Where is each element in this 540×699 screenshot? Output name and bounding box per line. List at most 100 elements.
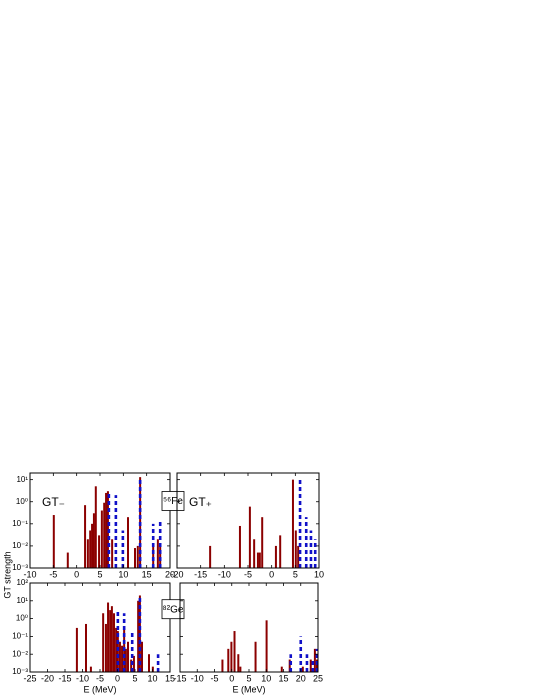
bar [237, 654, 240, 672]
bar [102, 613, 105, 672]
bar [124, 648, 127, 672]
bar [288, 659, 291, 672]
bar [301, 666, 304, 672]
y-tick-label: 10⁻² [12, 541, 28, 550]
x-tick-label: -20 [170, 569, 183, 579]
x-tick-label: -5 [96, 673, 104, 683]
x-tick-label: -5 [244, 569, 252, 579]
bar [291, 479, 294, 568]
x-tick-label: -5 [210, 673, 218, 683]
bar [227, 648, 230, 672]
x-tick-label: 5 [246, 673, 251, 683]
x-tick-label: -10 [218, 569, 231, 579]
bar [258, 552, 261, 568]
x-tick-label: 0 [269, 569, 274, 579]
inset-label: ⁵⁶Fe [163, 496, 183, 507]
bar [279, 535, 282, 568]
x-tick-label: 0 [115, 673, 120, 683]
x-tick-label: -20 [41, 673, 54, 683]
plot-frame [176, 472, 320, 569]
x-tick-label: -10 [23, 569, 36, 579]
bar [253, 539, 256, 568]
bar [94, 486, 97, 568]
bar [66, 552, 69, 568]
bar [132, 655, 135, 672]
bar [84, 505, 87, 568]
bar [105, 492, 108, 568]
bar [261, 517, 264, 568]
bar [98, 535, 101, 568]
bar [156, 539, 159, 568]
plot-frame [29, 472, 171, 569]
bar [230, 641, 233, 672]
x-tick-label: 5 [132, 673, 137, 683]
x-tick-label: 10 [118, 569, 128, 579]
bar [130, 659, 133, 672]
bar [85, 623, 87, 672]
x-tick-label: -25 [23, 673, 36, 683]
bar [103, 502, 106, 568]
x-tick-label: -15 [58, 673, 71, 683]
bar [134, 548, 136, 568]
bar [100, 510, 103, 568]
x-tick-label: 20 [165, 569, 175, 579]
x-axis-label: E (MeV) [83, 684, 116, 694]
x-tick-label: 15 [278, 673, 288, 683]
bar [127, 641, 129, 672]
bar [111, 539, 114, 568]
bar [109, 610, 112, 672]
x-tick-label: -15 [194, 569, 207, 579]
bar [294, 530, 297, 568]
bar [209, 545, 212, 568]
bar [136, 545, 139, 568]
bar [238, 525, 241, 568]
bar [239, 666, 242, 672]
inset-box [161, 491, 185, 511]
y-tick-label: 10⁻³ [12, 667, 28, 676]
panel-label: GT₊ [189, 495, 212, 509]
bar [92, 513, 95, 568]
x-tick-label: 0 [229, 673, 234, 683]
x-tick-label: -10 [191, 673, 204, 683]
bar [248, 506, 251, 568]
bar [233, 631, 236, 672]
y-tick-label: 10⁻¹ [12, 519, 28, 528]
panel-label: GT₋ [42, 495, 65, 509]
x-axis-label: E (MeV) [232, 684, 265, 694]
bar [159, 545, 162, 568]
bar [52, 515, 55, 568]
bar [148, 654, 150, 672]
bar [137, 600, 140, 672]
inset-label: ⁸²Ge [163, 604, 184, 615]
bar [86, 539, 89, 568]
bar [141, 641, 143, 672]
bar [107, 602, 110, 672]
x-tick-label: -10 [76, 673, 89, 683]
x-tick-label: 20 [296, 673, 306, 683]
y-tick-label: 10⁻¹ [12, 632, 28, 641]
inset-box [161, 599, 185, 620]
bar [309, 659, 312, 672]
x-tick-label: 15 [142, 569, 152, 579]
bar [113, 613, 115, 672]
y-tick-label: 10⁻³ [12, 563, 28, 572]
bar [265, 620, 268, 672]
bar [89, 530, 92, 568]
x-tick-label: -15 [173, 673, 186, 683]
x-tick-label: 0 [74, 569, 79, 579]
y-tick-label: 10⁻² [12, 649, 28, 658]
bar [256, 552, 259, 568]
y-tick-label: 10² [16, 578, 28, 587]
bar [89, 666, 92, 672]
bar [221, 659, 224, 672]
bar [280, 666, 283, 672]
bar [297, 545, 300, 568]
x-tick-label: 5 [97, 569, 102, 579]
y-tick-label: 10¹ [16, 475, 28, 484]
plot-frame [29, 582, 171, 673]
x-tick-label: 5 [293, 569, 298, 579]
y-axis-label: GT strength [2, 551, 12, 598]
x-tick-label: -5 [49, 569, 57, 579]
plot-frame [179, 582, 319, 673]
